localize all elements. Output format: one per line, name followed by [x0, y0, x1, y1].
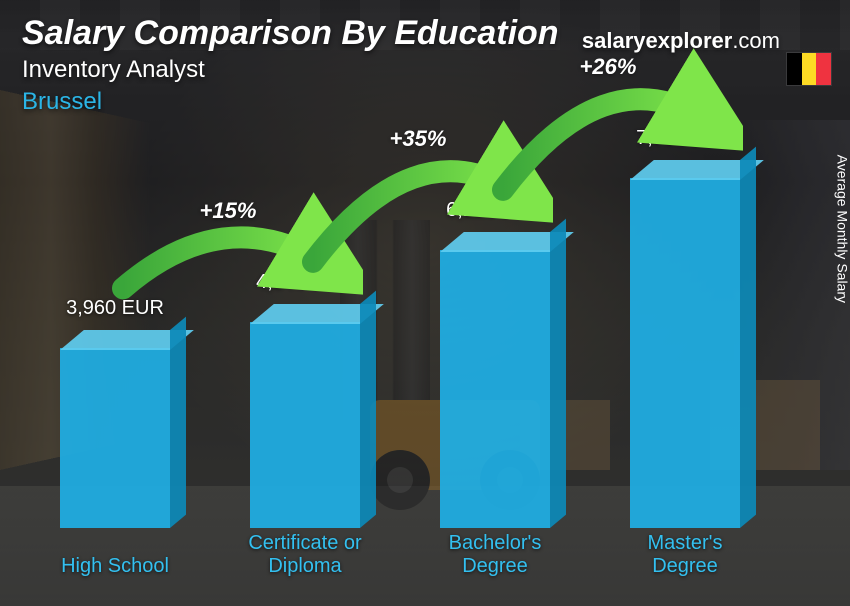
bar-side [360, 290, 376, 528]
bar-category-label: Master'sDegree [610, 532, 760, 578]
bar-category-label: Bachelor'sDegree [420, 532, 570, 578]
bar-category-label: High School [40, 555, 190, 578]
bar [630, 178, 740, 528]
bar [250, 322, 360, 528]
flag-icon [786, 52, 832, 86]
bar-front [60, 348, 170, 528]
increase-percent-label: +26% [473, 54, 743, 80]
flag-stripe-0 [787, 53, 802, 85]
bar-category-label: Certificate orDiploma [230, 532, 380, 578]
bar-chart: High School3,960 EURCertificate orDiplom… [40, 148, 800, 578]
page-subtitle: Inventory Analyst [22, 56, 205, 84]
flag-stripe-1 [802, 53, 817, 85]
bar-front [250, 322, 360, 528]
infographic-stage: Salary Comparison By Education Inventory… [0, 0, 850, 606]
y-axis-label: Average Monthly Salary [834, 155, 850, 303]
increase-arc: +26% [473, 48, 743, 220]
page-location: Brussel [22, 88, 102, 116]
bar-side [170, 317, 186, 528]
bar [60, 348, 170, 528]
flag-stripe-2 [816, 53, 831, 85]
bar-front [630, 178, 740, 528]
